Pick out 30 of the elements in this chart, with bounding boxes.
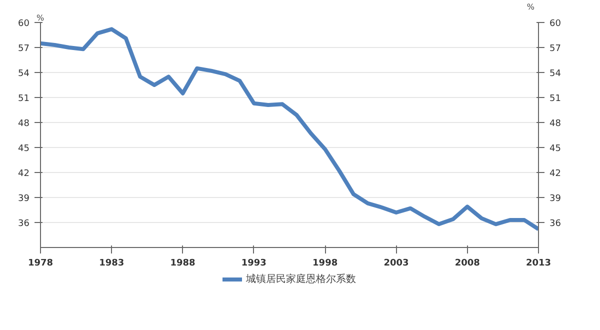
y2-tick-label: 45: [550, 144, 561, 154]
y-tick-label: 45: [18, 144, 30, 154]
y-tick-label: 48: [18, 119, 30, 129]
y-tick-label: 39: [18, 194, 30, 204]
y2-tick-label: 42: [550, 169, 561, 179]
y2-tick-label: 36: [550, 219, 562, 229]
y2-tick-label: 60: [550, 19, 562, 29]
y2-tick-label: 57: [550, 44, 561, 54]
y2-tick-label: 54: [550, 69, 562, 79]
y-tick-label: 42: [18, 169, 30, 179]
x-tick-label: 2003: [384, 258, 409, 268]
y-tick-label: 51: [18, 94, 30, 104]
y-tick-label: 60: [18, 19, 30, 29]
legend-label: 城镇居民家庭恩格尔系数: [246, 272, 356, 286]
line-series: [40, 27, 538, 232]
y-axis-title: %: [36, 14, 44, 22]
x-tick-label: 1993: [241, 258, 266, 268]
x-tick-label: 1988: [170, 258, 196, 268]
x-tick-label: 2008: [454, 258, 480, 268]
y2-tick-label: 51: [550, 94, 561, 104]
y2-tick-label: 48: [550, 119, 562, 129]
y-tick-label: 36: [18, 219, 30, 229]
x-tick-label: 2013: [526, 258, 552, 268]
y-tick-label: 54: [18, 69, 30, 79]
y2-tick-label: 39: [550, 194, 562, 204]
x-tick-label: 1978: [28, 258, 54, 268]
x-tick-label: 1983: [99, 258, 124, 268]
y2-axis-title: %: [526, 2, 535, 12]
x-tick-label: 1998: [312, 258, 338, 268]
y-tick-label: 57: [18, 44, 30, 54]
